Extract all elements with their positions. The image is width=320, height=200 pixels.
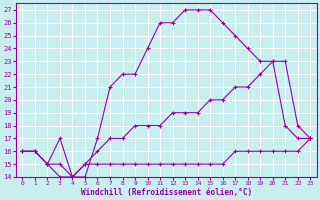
X-axis label: Windchill (Refroidissement éolien,°C): Windchill (Refroidissement éolien,°C)	[81, 188, 252, 197]
